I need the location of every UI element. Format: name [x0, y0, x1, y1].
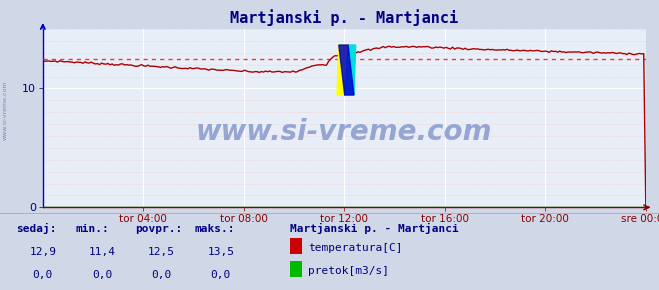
Text: 12,5: 12,5 — [148, 247, 175, 257]
Text: 0,0: 0,0 — [92, 270, 112, 280]
Polygon shape — [339, 45, 354, 95]
Text: 11,4: 11,4 — [89, 247, 115, 257]
Text: 0,0: 0,0 — [211, 270, 231, 280]
Text: 13,5: 13,5 — [208, 247, 234, 257]
Title: Martjanski p. - Martjanci: Martjanski p. - Martjanci — [230, 10, 459, 26]
Text: pretok[m3/s]: pretok[m3/s] — [308, 266, 389, 276]
Text: 0,0: 0,0 — [33, 270, 53, 280]
Text: maks.:: maks.: — [194, 224, 235, 234]
Text: povpr.:: povpr.: — [135, 224, 183, 234]
Polygon shape — [345, 45, 356, 95]
Text: www.si-vreme.com: www.si-vreme.com — [196, 118, 492, 146]
Text: Martjanski p. - Martjanci: Martjanski p. - Martjanci — [290, 223, 459, 234]
Text: 12,9: 12,9 — [30, 247, 56, 257]
Text: www.si-vreme.com: www.si-vreme.com — [3, 80, 8, 140]
Polygon shape — [337, 45, 348, 95]
Text: 0,0: 0,0 — [152, 270, 171, 280]
Text: sedaj:: sedaj: — [16, 223, 57, 234]
Text: temperatura[C]: temperatura[C] — [308, 243, 403, 253]
Text: min.:: min.: — [76, 224, 109, 234]
